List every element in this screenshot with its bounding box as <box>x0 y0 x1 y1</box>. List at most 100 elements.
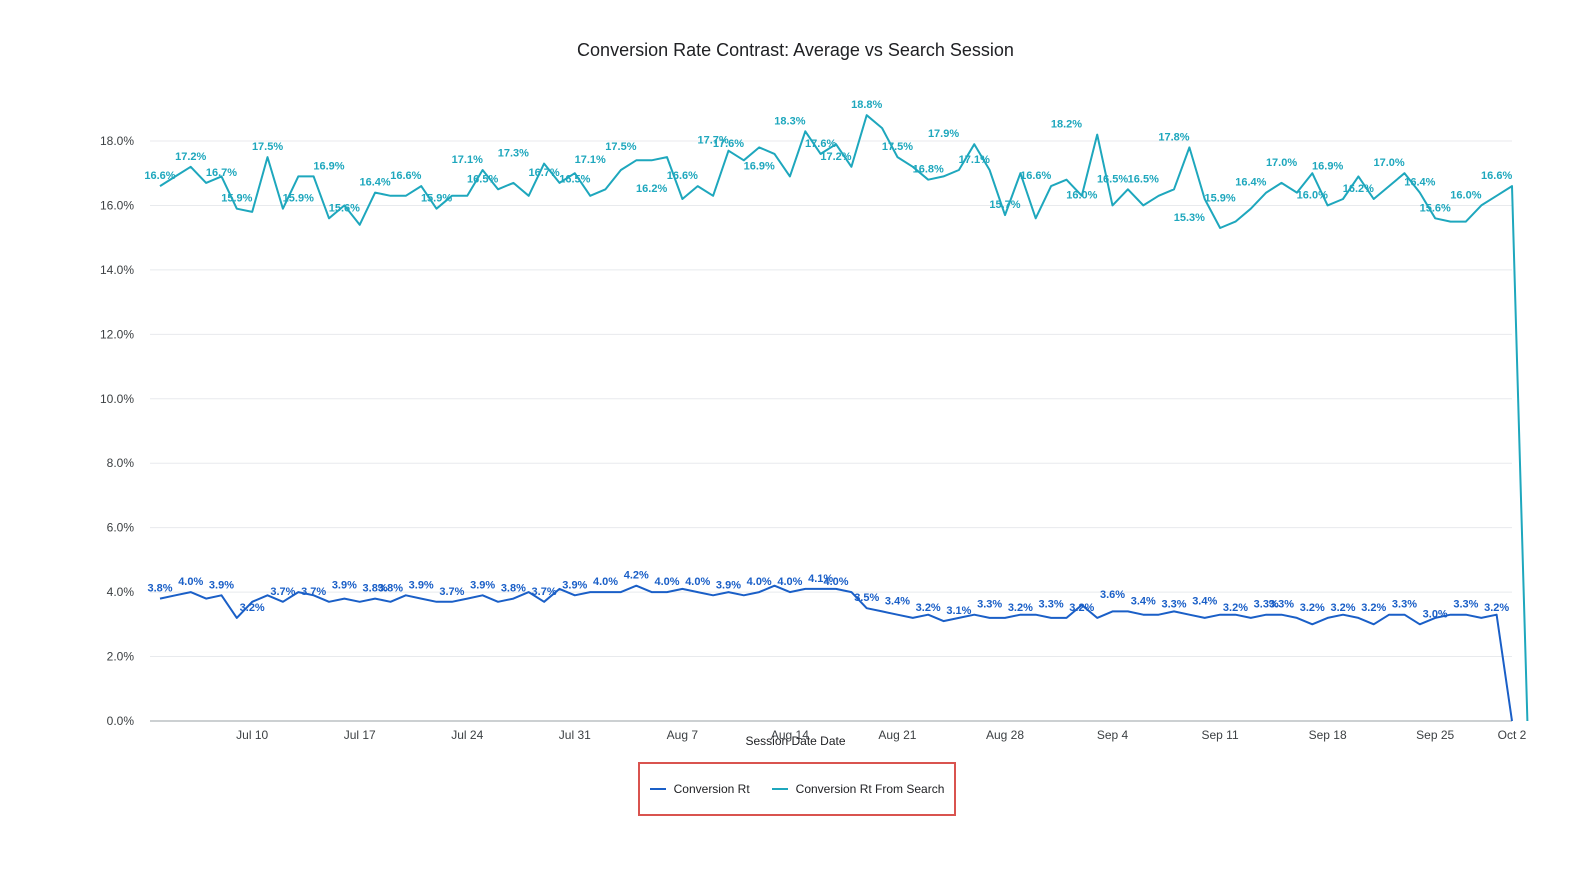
data-label: 16.2% <box>636 183 667 195</box>
data-label: 17.1% <box>959 154 990 166</box>
data-label: 3.1% <box>946 605 971 617</box>
data-label: 4.0% <box>777 576 802 588</box>
y-tick-label: 16.0% <box>100 198 134 212</box>
data-label: 4.0% <box>178 576 203 588</box>
data-label: 18.3% <box>774 115 805 127</box>
data-label: 3.7% <box>439 586 464 598</box>
x-tick-label: Aug 28 <box>986 728 1024 742</box>
x-tick-label: Aug 21 <box>878 728 916 742</box>
data-label: 3.4% <box>1192 595 1217 607</box>
data-label: 3.5% <box>854 592 879 604</box>
data-label: 3.2% <box>1223 602 1248 614</box>
data-label: 16.0% <box>1450 189 1481 201</box>
data-label: 16.8% <box>913 164 944 176</box>
data-label: 16.5% <box>1128 173 1159 185</box>
data-label: 4.0% <box>823 576 848 588</box>
data-label: 17.0% <box>1266 157 1297 169</box>
data-label: 3.3% <box>1453 599 1478 611</box>
data-label: 16.0% <box>1297 189 1328 201</box>
data-label: 16.9% <box>313 160 344 172</box>
data-label: 3.2% <box>1361 602 1386 614</box>
data-label: 3.2% <box>1069 602 1094 614</box>
data-label: 17.5% <box>605 141 636 153</box>
data-label: 3.7% <box>532 586 557 598</box>
legend-label-conversion-rt: Conversion Rt <box>673 782 750 796</box>
data-label: 15.9% <box>221 193 252 205</box>
data-label: 3.3% <box>1039 599 1064 611</box>
x-tick-label: Oct 2 <box>1498 728 1527 742</box>
data-label: 3.8% <box>147 583 172 595</box>
data-label: 15.9% <box>1204 193 1235 205</box>
data-label: 17.2% <box>820 151 851 163</box>
data-label: 3.9% <box>409 579 434 591</box>
data-label: 3.4% <box>885 595 910 607</box>
x-tick-label: Aug 14 <box>771 728 809 742</box>
data-label: 17.0% <box>1373 157 1404 169</box>
data-label: 15.9% <box>283 193 314 205</box>
data-label: 16.4% <box>1235 177 1266 189</box>
data-label: 17.6% <box>713 138 744 150</box>
data-label: 16.6% <box>667 170 698 182</box>
legend-item-conversion-rt-from-search[interactable]: Conversion Rt From Search <box>771 782 944 796</box>
data-label: 15.7% <box>989 199 1020 211</box>
data-label: 4.0% <box>747 576 772 588</box>
data-label: 3.3% <box>1392 599 1417 611</box>
data-label: 3.2% <box>1300 602 1325 614</box>
data-label: 3.3% <box>1254 599 1279 611</box>
data-label: 18.2% <box>1051 119 1082 131</box>
data-label: 17.7% <box>697 135 728 147</box>
y-tick-label: 12.0% <box>100 327 134 341</box>
data-label: 16.7% <box>206 167 237 179</box>
data-label: 3.0% <box>1423 608 1448 620</box>
data-label: 16.4% <box>359 177 390 189</box>
data-label: 4.1% <box>808 573 833 585</box>
data-label: 16.5% <box>559 173 590 185</box>
data-label: 3.9% <box>332 579 357 591</box>
data-label: 17.1% <box>575 154 606 166</box>
data-label: 15.6% <box>329 202 360 214</box>
y-tick-label: 18.0% <box>100 134 134 148</box>
data-label: 17.5% <box>252 141 283 153</box>
data-label: 18.8% <box>851 99 882 111</box>
x-tick-label: Sep 18 <box>1309 728 1347 742</box>
data-label: 17.8% <box>1158 131 1189 143</box>
legend[interactable]: Conversion Rt Conversion Rt From Search <box>638 762 956 816</box>
data-label: 16.7% <box>528 167 559 179</box>
series-line-conversion-rt <box>159 584 1513 722</box>
data-label: 3.7% <box>301 586 326 598</box>
legend-swatch-conversion-rt <box>649 788 666 790</box>
data-label: 3.8% <box>363 583 388 595</box>
data-label: 16.6% <box>1020 170 1051 182</box>
data-label: 17.6% <box>805 138 836 150</box>
x-tick-label: Sep 4 <box>1097 728 1129 742</box>
data-label: 3.2% <box>240 602 265 614</box>
data-label: 3.4% <box>1131 595 1156 607</box>
data-label: 3.2% <box>1330 602 1355 614</box>
data-label: 15.9% <box>421 193 452 205</box>
y-tick-label: 10.0% <box>100 392 134 406</box>
y-tick-label: 14.0% <box>100 263 134 277</box>
legend-item-conversion-rt[interactable]: Conversion Rt <box>649 782 750 796</box>
data-label: 15.6% <box>1420 202 1451 214</box>
x-tick-label: Jul 17 <box>344 728 376 742</box>
data-label: 17.2% <box>175 151 206 163</box>
data-label: 16.6% <box>144 170 175 182</box>
y-tick-label: 4.0% <box>107 585 135 599</box>
data-label: 3.3% <box>977 599 1002 611</box>
data-label: 3.3% <box>1269 599 1294 611</box>
y-tick-label: 0.0% <box>107 714 135 728</box>
data-label: 4.0% <box>685 576 710 588</box>
data-label: 3.2% <box>1484 602 1509 614</box>
data-label: 3.6% <box>1100 589 1125 601</box>
data-label: 17.5% <box>882 141 913 153</box>
data-label: 3.7% <box>270 586 295 598</box>
x-tick-label: Jul 10 <box>236 728 268 742</box>
x-tick-label: Sep 11 <box>1202 728 1239 742</box>
data-label: 3.9% <box>470 579 495 591</box>
data-label: 3.3% <box>1161 599 1186 611</box>
data-label: 3.9% <box>209 579 234 591</box>
data-label: 16.2% <box>1343 183 1374 195</box>
data-label: 16.9% <box>744 160 775 172</box>
chart-title: Conversion Rate Contrast: Average vs Sea… <box>577 40 1014 60</box>
